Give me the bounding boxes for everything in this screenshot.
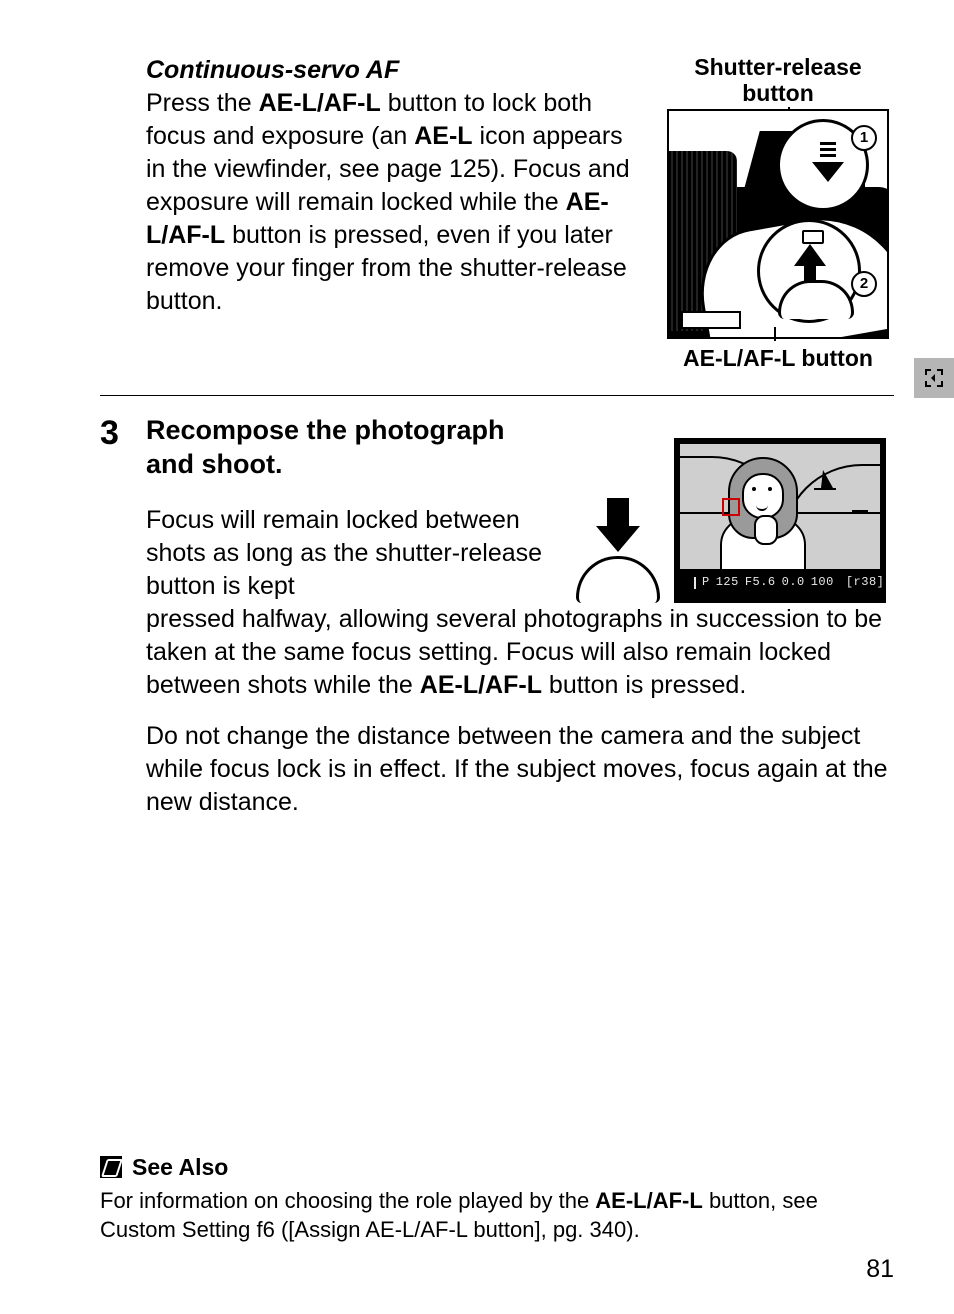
step-3: 3 Recompose the photograph and shoot. Fo…: [100, 414, 894, 819]
fingertip-shape: [576, 556, 660, 603]
up-arrow-icon: [794, 244, 826, 266]
subject-eye: [768, 487, 772, 491]
focus-bracket-icon: [922, 366, 946, 390]
status-iso: 100: [811, 575, 834, 591]
step-3-illustrations: P 125 F5.6 0.0 100 [r38]: [574, 414, 894, 603]
card-icon: [694, 577, 696, 589]
status-ev: 0.0: [782, 575, 805, 591]
text: Press the: [146, 89, 259, 117]
leader-line-bottom: [774, 327, 776, 341]
down-arrow-icon: [812, 162, 844, 182]
step-3-text-col: Recompose the photograph and shoot. Focu…: [146, 414, 552, 603]
note-icon: [100, 1156, 122, 1178]
status-shutter: 125: [716, 575, 739, 591]
step-3-top-row: Recompose the photograph and shoot. Focu…: [146, 414, 894, 603]
callout-circle-ael-afl: [757, 219, 861, 323]
camera-illustration: 1 2: [667, 109, 889, 339]
status-mode: P: [702, 575, 710, 591]
callout-number-2: 2: [851, 271, 877, 297]
down-arrow-head-icon: [596, 526, 640, 552]
section1-heading: Continuous-servo AF: [146, 54, 642, 87]
see-also-section: See Also For information on choosing the…: [100, 1152, 854, 1244]
see-also-body: For information on choosing the role pla…: [100, 1186, 854, 1244]
step-3-continuation: pressed halfway, allowing several photog…: [146, 603, 894, 702]
section1-body: Press the AE-L/AF-L button to lock both …: [146, 87, 642, 318]
step-3-warning: Do not change the distance between the c…: [146, 720, 894, 819]
text: For information on choosing the role pla…: [100, 1188, 595, 1213]
section-continuous-servo-af: Continuous-servo AF Press the AE-L/AF-L …: [100, 54, 894, 373]
focus-point-icon: [722, 498, 740, 516]
sailboat-shape: [814, 488, 836, 490]
ael-afl-button-shape: [802, 230, 824, 244]
ael-afl-bold: AE-L/AF-L: [420, 671, 542, 699]
lcd-status-bar: P 125 F5.6 0.0 100 [r38]: [680, 569, 880, 597]
status-remaining: [r38]: [846, 575, 885, 591]
thumb-tip-shape: [778, 280, 854, 319]
see-also-heading: See Also: [132, 1152, 228, 1182]
boat-shape: [852, 510, 868, 512]
shutter-icon-bars: [820, 142, 836, 145]
manual-page: Continuous-servo AF Press the AE-L/AF-L …: [0, 0, 954, 1314]
side-tab: [914, 358, 954, 398]
step-3-heading: Recompose the photograph and shoot.: [146, 414, 552, 482]
camera-illustration-group: Shutter-release button: [662, 54, 894, 373]
text: button is pressed.: [542, 671, 746, 699]
status-aperture: F5.6: [745, 575, 776, 591]
subject-eye: [752, 487, 756, 491]
down-arrow-stem: [607, 498, 629, 526]
label-shutter-release: Shutter-release button: [662, 54, 894, 107]
subject-face: [742, 473, 784, 519]
lcd-scene: [680, 444, 880, 569]
camera-illustration-wrapper: 1 2: [667, 109, 889, 339]
section1-text: Continuous-servo AF Press the AE-L/AF-L …: [146, 54, 642, 373]
see-also-header: See Also: [100, 1152, 854, 1182]
subject-hand: [754, 515, 778, 545]
ael-afl-bold: AE-L/AF-L: [595, 1188, 703, 1213]
press-halfway-icon: [574, 498, 662, 603]
step-number: 3: [100, 414, 146, 819]
camera-nameplate: [681, 311, 741, 329]
step-3-body: Recompose the photograph and shoot. Focu…: [146, 414, 894, 819]
ael-afl-bold: AE-L/AF-L: [259, 89, 381, 117]
section-divider: [100, 395, 894, 396]
lcd-preview: P 125 F5.6 0.0 100 [r38]: [674, 438, 886, 603]
callout-number-1: 1: [851, 125, 877, 151]
label-ael-afl-button: AE-L/AF-L button: [683, 343, 873, 373]
page-number: 81: [866, 1253, 894, 1286]
step-3-lead-text: Focus will remain locked between shots a…: [146, 504, 552, 603]
ael-bold: AE-L: [414, 122, 472, 150]
